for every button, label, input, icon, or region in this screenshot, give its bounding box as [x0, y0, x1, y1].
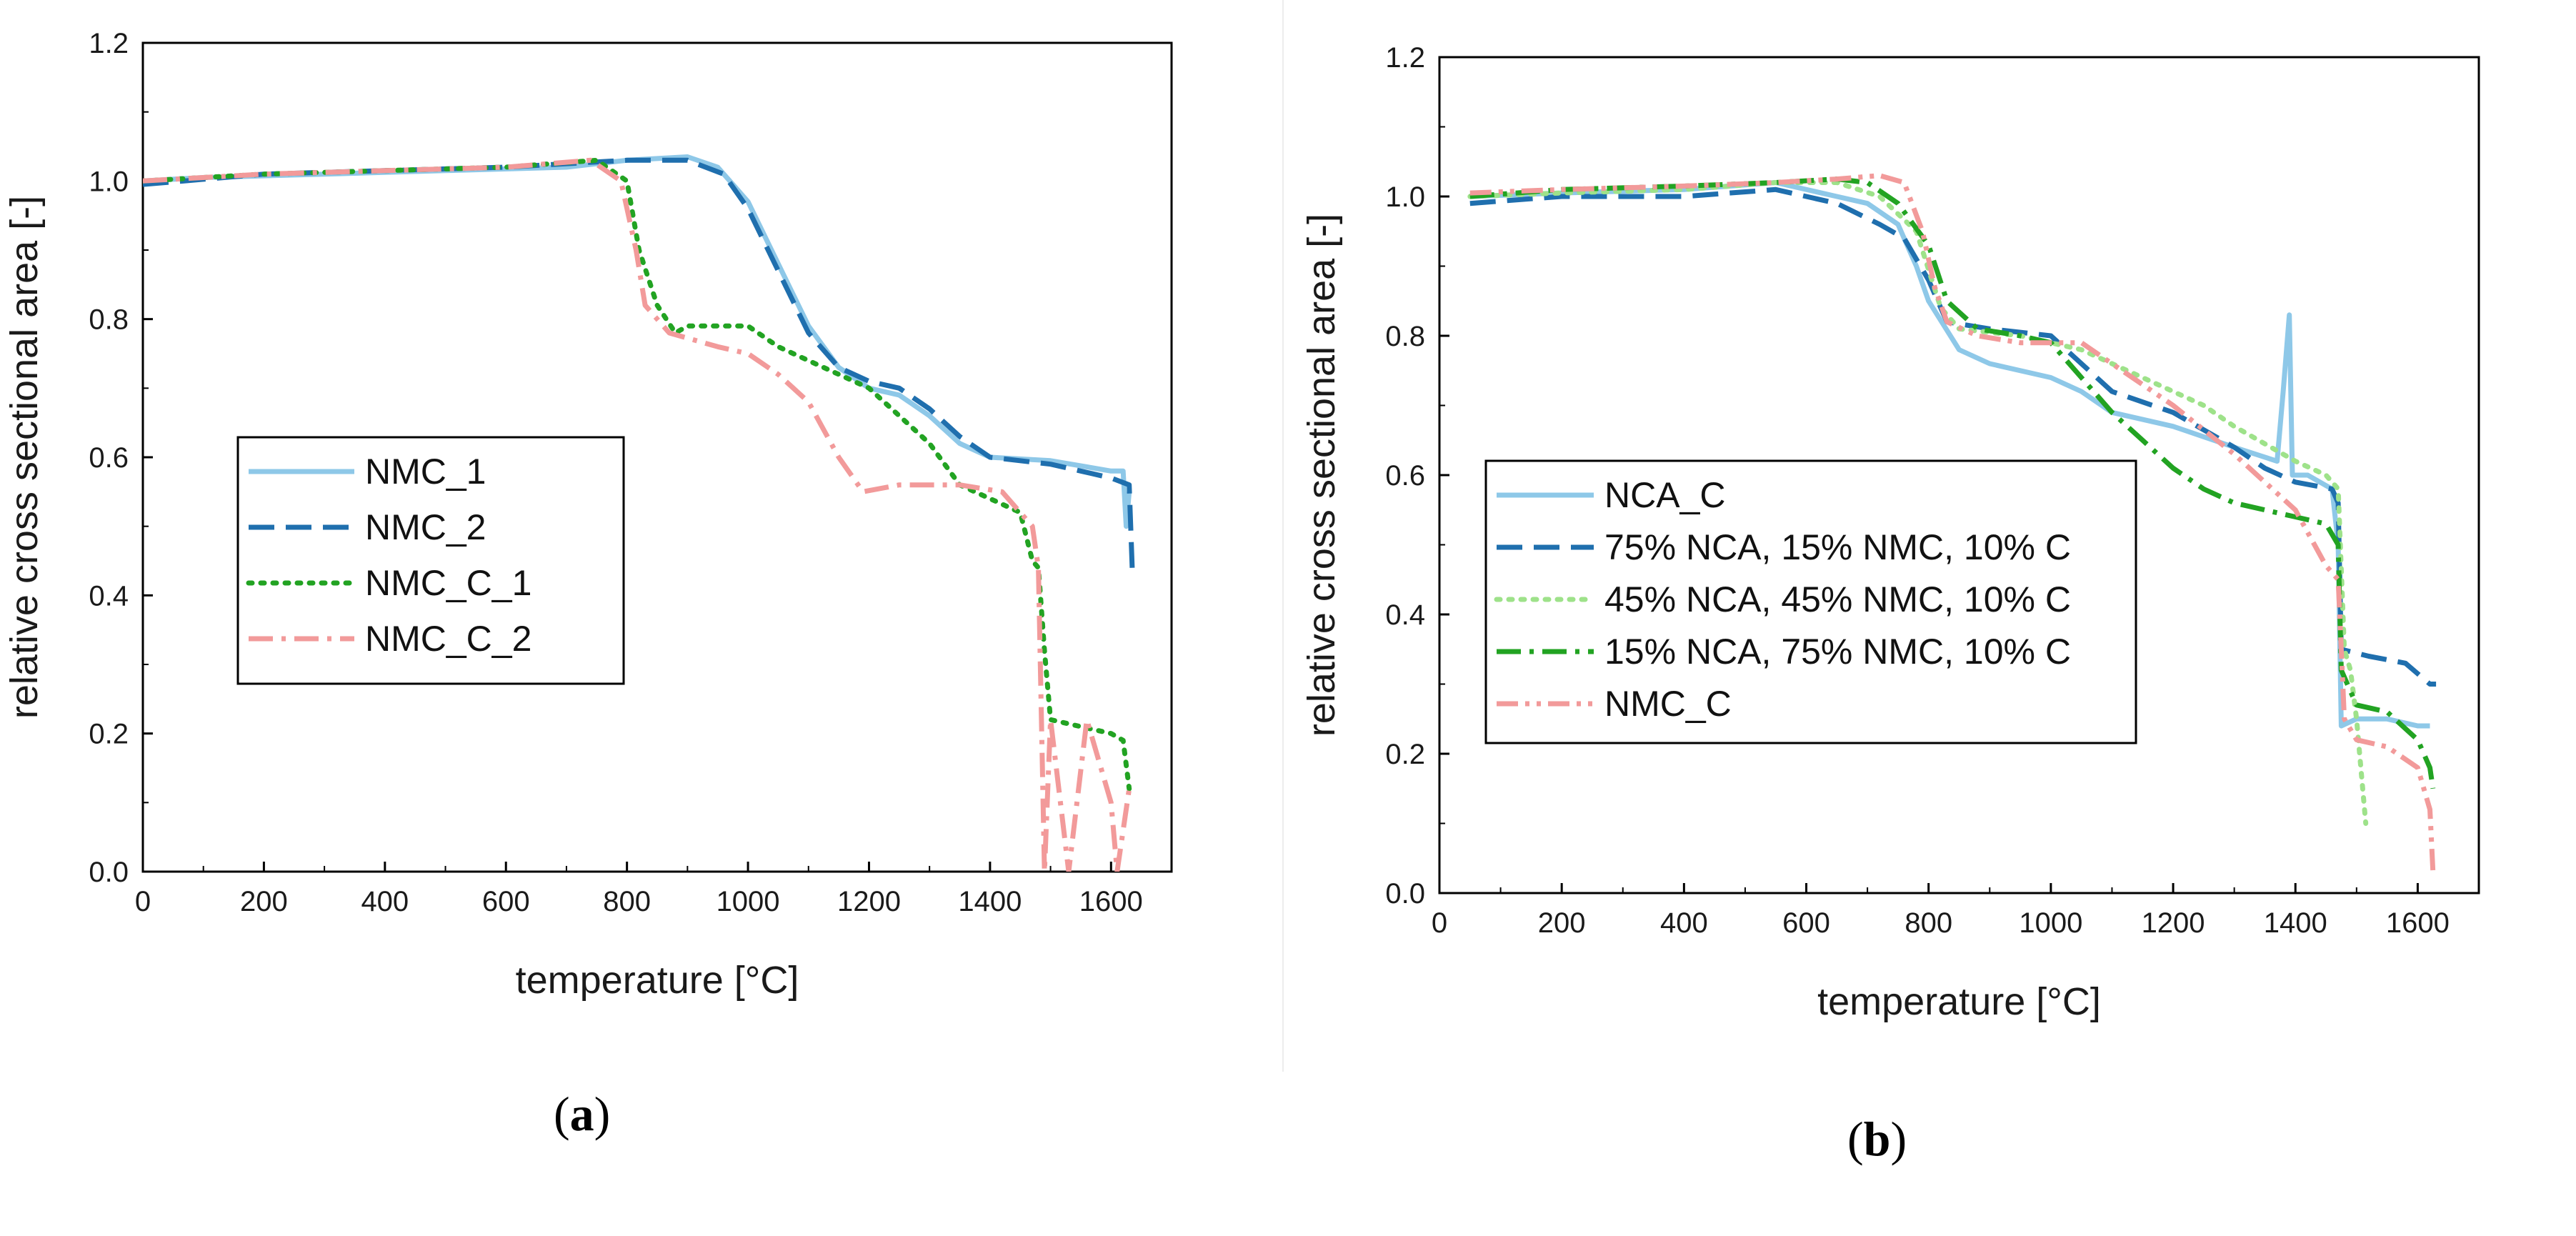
panel-label-a-close: ) [594, 1087, 611, 1141]
series-line-3 [1467, 180, 2369, 826]
y-tick-label: 0.0 [1385, 878, 1425, 909]
x-tick-label: 400 [361, 886, 409, 917]
legend-box [1484, 459, 2137, 744]
x-axis-label: temperature [°C] [516, 959, 799, 1002]
x-tick-label: 1200 [2142, 907, 2205, 939]
y-tick-label: 0.8 [89, 304, 129, 336]
chart-b: 0 200 400 600 800 1000 1200 1400 1600 0.0 0.2 0.4 0.… [1300, 42, 2480, 1023]
y-tick-label: 0.4 [1385, 599, 1425, 631]
chart-a: 0 200 400 600 800 1000 1200 1400 1600 0.0 0.2 0.4 0.… [3, 28, 1173, 1002]
legend-label: 15% NCA, 75% NMC, 10% C [1604, 632, 2071, 672]
x-tick-label: 1400 [958, 886, 1022, 917]
x-tick-label: 1600 [2386, 907, 2450, 939]
x-tick-label: 1400 [2264, 907, 2327, 939]
x-tick-label: 800 [603, 886, 651, 917]
x-tick-label: 1000 [717, 886, 780, 917]
x-tick-label: 0 [135, 886, 151, 917]
x-tick-label: 1600 [1079, 886, 1143, 917]
x-tick-label: 200 [240, 886, 288, 917]
y-tick-label: 1.2 [89, 28, 129, 59]
y-tick-label: 0.2 [1385, 739, 1425, 770]
x-tick-label: 600 [482, 886, 530, 917]
legend-label: NMC_C [1604, 684, 1732, 724]
y-tick-label: 0.8 [1385, 321, 1425, 352]
y-tick-label: 0.6 [1385, 460, 1425, 492]
y-tick-label: 1.0 [89, 166, 129, 197]
legend-label: NMC_C_2 [365, 619, 531, 659]
x-tick-label: 1200 [837, 886, 901, 917]
panel-label-a-letter: a [569, 1087, 594, 1141]
panel-label-b-open: ( [1847, 1112, 1864, 1166]
x-tick-label: 600 [1782, 907, 1830, 939]
panel-label-b-letter: b [1863, 1112, 1891, 1166]
series-line-5 [1469, 173, 2436, 872]
panel-label-b-close: ) [1890, 1112, 1907, 1166]
legend-label: NMC_1 [365, 452, 486, 492]
series-line-3 [143, 157, 1132, 792]
x-tick-label: 0 [1432, 907, 1447, 939]
y-axis-label: relative cross sectional area [-] [1300, 214, 1343, 737]
legend-box [236, 436, 625, 685]
y-axis-label: relative cross sectional area [-] [3, 196, 46, 719]
y-tick-label: 0.4 [89, 580, 129, 612]
legend-label: 75% NCA, 15% NMC, 10% C [1604, 527, 2071, 567]
x-tick-label: 1000 [2019, 907, 2082, 939]
x-tick-label: 200 [1538, 907, 1586, 939]
legend-label: NMC_C_1 [365, 563, 531, 603]
y-tick-label: 0.0 [89, 857, 129, 888]
panel-label-b: (b) [1847, 1111, 1907, 1167]
legend-label: NMC_2 [365, 507, 486, 547]
legend-label: NCA_C [1604, 475, 1725, 515]
y-tick-label: 0.6 [89, 442, 129, 474]
x-tick-label: 400 [1660, 907, 1708, 939]
series-line-4 [143, 157, 1132, 872]
y-tick-label: 1.2 [1385, 42, 1425, 74]
panel-label-a: (a) [554, 1086, 610, 1142]
y-tick-label: 1.0 [1385, 181, 1425, 213]
series-line-2 [1469, 186, 2437, 687]
x-tick-label: 800 [1904, 907, 1952, 939]
panel-divider [1282, 0, 1284, 1072]
legend-label: 45% NCA, 45% NMC, 10% C [1604, 579, 2071, 619]
x-axis-label: temperature [°C] [1817, 980, 2101, 1023]
y-tick-label: 0.2 [89, 719, 129, 750]
panel-label-a-open: ( [554, 1087, 570, 1141]
